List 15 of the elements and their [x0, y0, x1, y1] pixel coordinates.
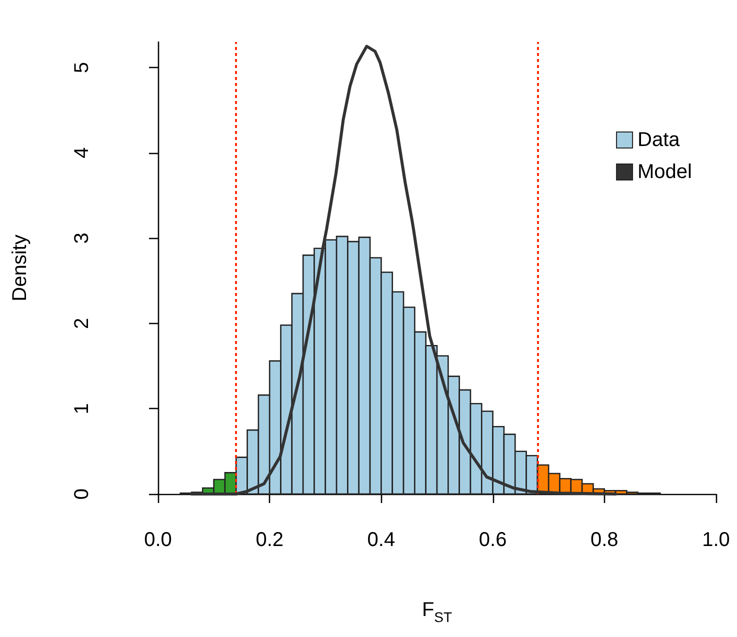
legend-label: Data	[638, 129, 681, 151]
y-tick-label: 0	[71, 488, 93, 500]
y-tick-label: 3	[71, 232, 93, 244]
x-tick-label: 1.0	[702, 529, 730, 551]
x-tick-label: 0.4	[367, 529, 396, 551]
x-tick-label: 0.0	[144, 529, 172, 551]
legend-label: Model	[638, 161, 692, 183]
y-tick-label: 4	[71, 147, 93, 158]
y-tick-label: 2	[71, 318, 93, 329]
x-tick-label: 0.2	[256, 529, 284, 551]
x-tick-label: 0.6	[478, 529, 507, 551]
y-tick-label: 5	[71, 62, 93, 74]
y-tick-label: 1	[71, 403, 93, 414]
y-axis-title: Density	[9, 234, 31, 302]
x-tick-label: 0.8	[590, 529, 618, 551]
